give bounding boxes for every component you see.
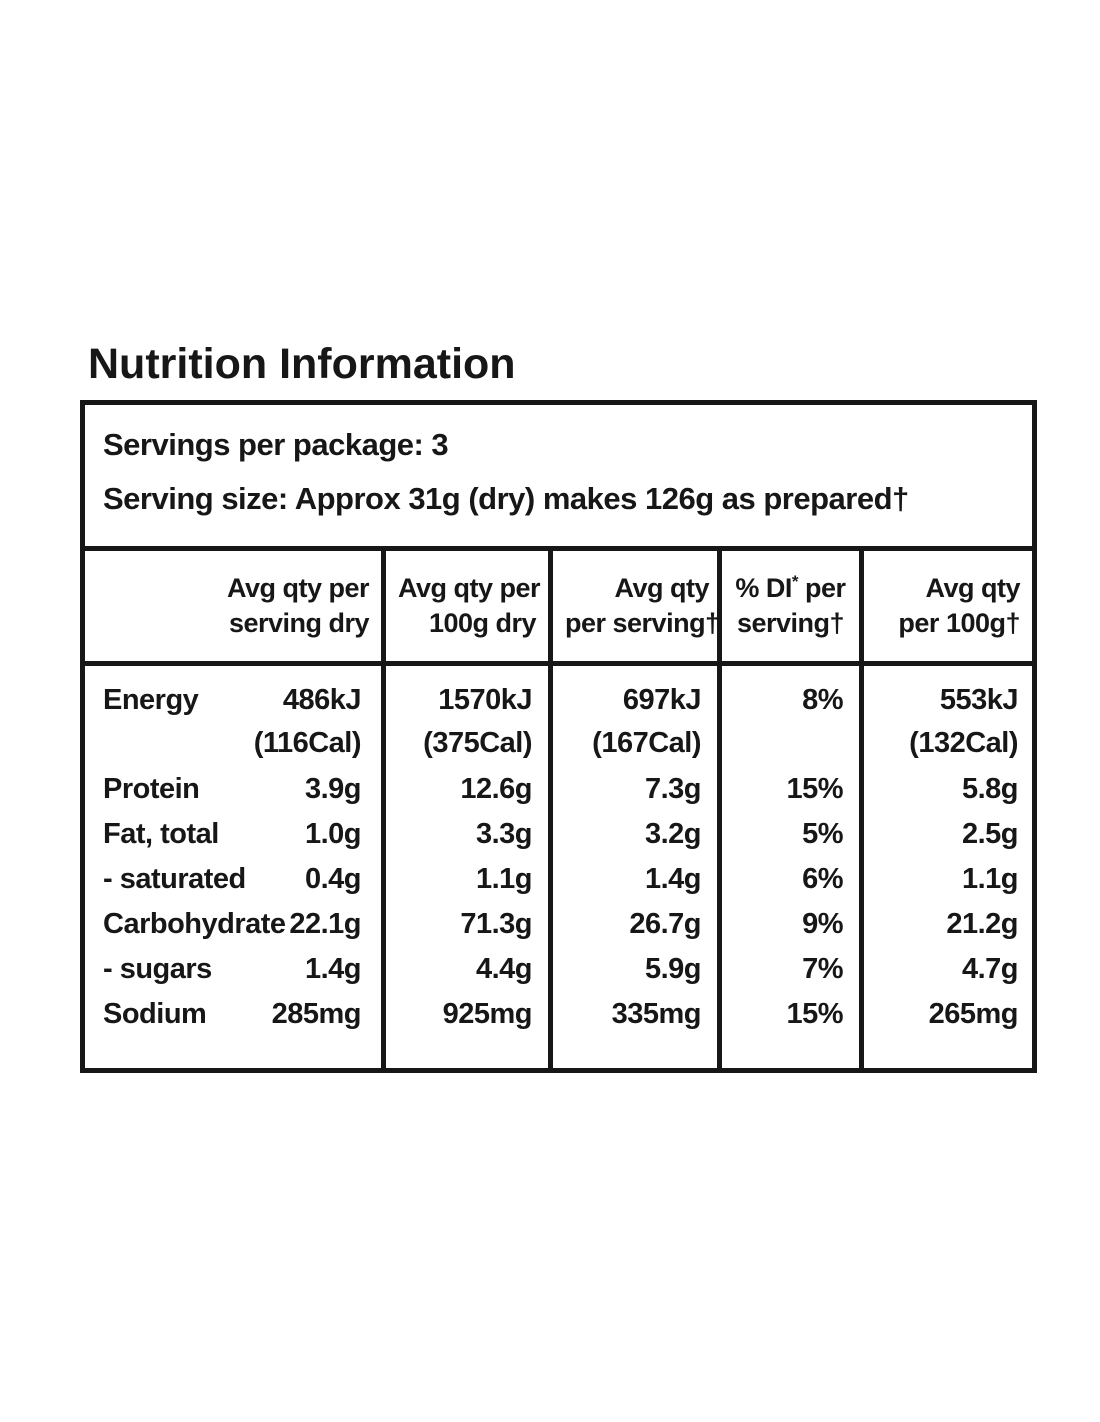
carbohydrate-di-value: 9%: [802, 908, 843, 940]
fat-100g-dry-value: 3.3g: [475, 818, 533, 850]
saturated-per-serving-value: 1.4g: [644, 863, 702, 895]
col-header-per-serving: Avg qty per serving†: [548, 551, 720, 661]
carbohydrate-per-100g-value: 21.2g: [946, 908, 1018, 940]
column-per-100g: 553kJ (132Cal) 5.8g 2.5g 1.1g 21.2g 4.7g…: [859, 666, 1032, 1068]
col-header-per-100g: Avg qty per 100g†: [859, 551, 1032, 661]
table-body: Energy 486kJ (116Cal) Protein 3.9g Fat, …: [85, 666, 1032, 1068]
protein-di-value: 15%: [786, 773, 843, 805]
sugars-serving-dry-value: 1.4g: [304, 953, 362, 985]
col-header-di-line2: serving†: [736, 608, 845, 638]
sugars-per-100g-value: 4.7g: [961, 953, 1019, 985]
protein-100g-dry-value: 12.6g: [460, 773, 532, 805]
di-header-text-per: per: [798, 573, 846, 603]
energy-di-value: 8%: [802, 684, 843, 716]
servings-per-package-line: Servings per package: 3: [103, 427, 449, 462]
row-carbohydrate: Carbohydrate 22.1g: [85, 902, 381, 947]
col-header-di-line1: % DI* per: [726, 571, 855, 606]
column-100g-dry: 1570kJ (375Cal) 12.6g 3.3g 1.1g 71.3g 4.…: [381, 666, 548, 1068]
sugars-di-value: 7%: [802, 953, 843, 985]
di-asterisk: *: [791, 572, 799, 591]
nutrient-label: Energy: [103, 684, 199, 716]
energy-100g-dry-value: 1570kJ: [438, 684, 532, 716]
sodium-per-serving-value: 335mg: [611, 998, 702, 1030]
col-header-100g-dry: Avg qty per 100g dry: [381, 551, 548, 661]
col-header-100g-dry-line1: Avg qty per: [398, 573, 541, 603]
carbohydrate-per-serving-value: 26.7g: [629, 908, 701, 940]
row-sugars: - sugars 1.4g: [85, 947, 381, 992]
protein-per-100g-value: 5.8g: [961, 773, 1019, 805]
nutrition-table: Servings per package: 3 Serving size: Ap…: [80, 400, 1037, 1073]
di-header-text: % DI: [735, 573, 792, 603]
energy-serving-dry-cal: (116Cal): [253, 727, 362, 759]
sodium-serving-dry-value: 285mg: [271, 998, 362, 1030]
saturated-serving-dry-value: 0.4g: [304, 863, 362, 895]
energy-per-serving-cal: (167Cal): [592, 727, 701, 759]
fat-di-value: 5%: [802, 818, 843, 850]
row-sodium: Sodium 285mg: [85, 992, 381, 1037]
col-header-serving-dry-line2: serving dry: [228, 608, 370, 638]
sodium-per-100g-value: 265mg: [928, 998, 1019, 1030]
col-header-per-serving-line1: Avg qty: [614, 573, 709, 603]
column-nutrient-and-serving-dry: Energy 486kJ (116Cal) Protein 3.9g Fat, …: [85, 666, 381, 1068]
row-energy: Energy 486kJ: [85, 678, 381, 723]
col-header-100g-dry-line2: 100g dry: [428, 608, 537, 638]
energy-per-100g-value: 553kJ: [939, 684, 1019, 716]
saturated-100g-dry-value: 1.1g: [475, 863, 533, 895]
nutrient-label: - sugars: [103, 953, 212, 985]
row-saturated: - saturated 0.4g: [85, 857, 381, 902]
energy-di-spacer: [722, 723, 859, 767]
page-title: Nutrition Information: [88, 340, 516, 388]
saturated-di-value: 6%: [802, 863, 843, 895]
col-header-per-100g-line2: per 100g†: [898, 608, 1020, 638]
energy-per-serving-value: 697kJ: [622, 684, 702, 716]
row-fat-total: Fat, total 1.0g: [85, 812, 381, 857]
protein-serving-dry-value: 3.9g: [304, 773, 362, 805]
nutrient-label: Protein: [103, 773, 200, 805]
column-di-per-serving: 8% 15% 5% 6% 9% 7% 15%: [717, 666, 859, 1068]
column-per-serving: 697kJ (167Cal) 7.3g 3.2g 1.4g 26.7g 5.9g…: [548, 666, 717, 1068]
nutrient-label: Fat, total: [103, 818, 219, 850]
col-header-per-100g-line1: Avg qty: [925, 573, 1020, 603]
fat-serving-dry-value: 1.0g: [304, 818, 362, 850]
table-header-row: Avg qty per serving dry Avg qty per 100g…: [85, 551, 1032, 666]
nutrient-label: Carbohydrate: [103, 908, 286, 940]
col-header-serving-dry-line1: Avg qty per: [226, 573, 370, 603]
sodium-di-value: 15%: [786, 998, 843, 1030]
servings-section: Servings per package: 3 Serving size: Ap…: [85, 405, 1032, 551]
fat-per-serving-value: 3.2g: [644, 818, 702, 850]
sugars-per-serving-value: 5.9g: [644, 953, 702, 985]
row-energy-cal: (116Cal): [85, 723, 381, 767]
energy-per-100g-cal: (132Cal): [909, 727, 1018, 759]
energy-serving-dry-value: 486kJ: [282, 684, 362, 716]
carbohydrate-100g-dry-value: 71.3g: [460, 908, 532, 940]
nutrient-label: Sodium: [103, 998, 207, 1030]
nutrient-label: - saturated: [103, 863, 246, 895]
sugars-100g-dry-value: 4.4g: [475, 953, 533, 985]
col-header-per-serving-line2: per serving†: [565, 608, 720, 638]
fat-per-100g-value: 2.5g: [961, 818, 1019, 850]
energy-100g-dry-cal: (375Cal): [423, 727, 532, 759]
serving-size-line: Serving size: Approx 31g (dry) makes 126…: [103, 481, 909, 516]
col-header-di: % DI* per serving†: [717, 551, 859, 661]
sodium-100g-dry-value: 925mg: [442, 998, 533, 1030]
protein-per-serving-value: 7.3g: [644, 773, 702, 805]
saturated-per-100g-value: 1.1g: [961, 863, 1019, 895]
col-header-serving-dry: Avg qty per serving dry: [85, 551, 381, 661]
carbohydrate-serving-dry-value: 22.1g: [289, 908, 361, 940]
row-protein: Protein 3.9g: [85, 767, 381, 812]
